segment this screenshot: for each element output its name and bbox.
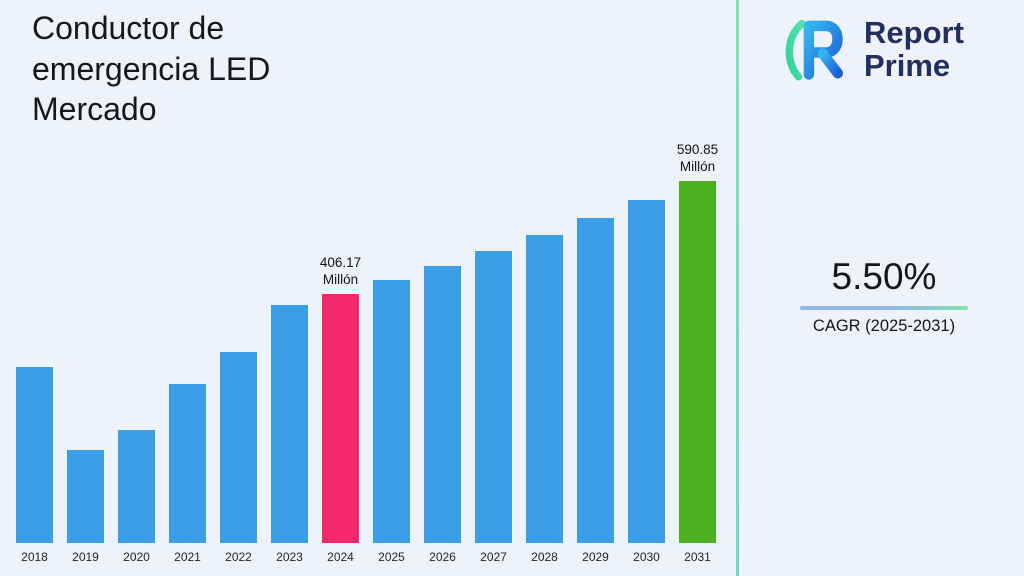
bar-2024 xyxy=(322,294,359,543)
cagr-label: CAGR (2025-2031) xyxy=(812,317,956,335)
bar-2029 xyxy=(577,218,614,543)
x-axis-label-2031: 2031 xyxy=(684,550,711,564)
page-title: Conductor de emergencia LED Mercado xyxy=(32,10,271,128)
x-axis-label-2022: 2022 xyxy=(225,550,252,564)
bar-2028 xyxy=(526,235,563,543)
chart-column-2018: 2018 xyxy=(16,367,53,564)
bar-2020 xyxy=(118,430,155,543)
x-axis-label-2020: 2020 xyxy=(123,550,150,564)
x-axis-label-2029: 2029 xyxy=(582,550,609,564)
chart-column-2031: 590.85 Millón 2031 xyxy=(676,141,719,564)
chart-column-2027: 2027 xyxy=(475,251,512,564)
bar-2025 xyxy=(373,280,410,543)
report-prime-logo-icon xyxy=(780,12,854,86)
x-axis-label-2026: 2026 xyxy=(429,550,456,564)
chart-column-2021: 2021 xyxy=(169,384,206,564)
x-axis-label-2018: 2018 xyxy=(21,550,48,564)
bar-2026 xyxy=(424,266,461,543)
x-axis-label-2025: 2025 xyxy=(378,550,405,564)
chart-column-2022: 2022 xyxy=(220,352,257,564)
bar-2023 xyxy=(271,305,308,543)
bar-annotation-2024: 406.17 Millón xyxy=(319,254,362,288)
x-axis-label-2028: 2028 xyxy=(531,550,558,564)
brand-name-prime: Prime xyxy=(864,48,951,83)
chart-column-2024: 406.17 Millón 2024 xyxy=(319,254,362,564)
chart-column-2020: 2020 xyxy=(118,430,155,564)
bar-chart: 2018 2019 2020 2021 2022 2023 406.17 Millón 2024… xyxy=(16,141,719,564)
brand-logo: Report Prime xyxy=(780,12,964,86)
chart-column-2025: 2025 xyxy=(373,280,410,564)
chart-column-2019: 2019 xyxy=(67,450,104,564)
chart-column-2023: 2023 xyxy=(271,305,308,564)
bar-2027 xyxy=(475,251,512,543)
bar-2018 xyxy=(16,367,53,543)
chart-column-2026: 2026 xyxy=(424,266,461,564)
chart-column-2029: 2029 xyxy=(577,218,614,564)
bar-2031 xyxy=(679,181,716,543)
bar-2021 xyxy=(169,384,206,543)
x-axis-label-2023: 2023 xyxy=(276,550,303,564)
kpi-underline-gradient xyxy=(800,306,968,310)
x-axis-label-2030: 2030 xyxy=(633,550,660,564)
chart-column-2028: 2028 xyxy=(526,235,563,564)
x-axis-label-2021: 2021 xyxy=(174,550,201,564)
brand-name-report: Report xyxy=(864,14,964,50)
bar-2030 xyxy=(628,200,665,543)
bar-annotation-2031: 590.85 Millón xyxy=(676,141,719,175)
x-axis-label-2019: 2019 xyxy=(72,550,99,564)
cagr-value: 5.50% xyxy=(831,256,937,297)
brand-name: Report Prime xyxy=(864,14,964,83)
x-axis-label-2024: 2024 xyxy=(327,550,354,564)
chart-column-2030: 2030 xyxy=(628,200,665,564)
cagr-panel: 5.50% CAGR (2025-2031) xyxy=(796,256,972,336)
vertical-divider xyxy=(736,0,739,576)
x-axis-label-2027: 2027 xyxy=(480,550,507,564)
bar-2022 xyxy=(220,352,257,543)
bar-2019 xyxy=(67,450,104,543)
